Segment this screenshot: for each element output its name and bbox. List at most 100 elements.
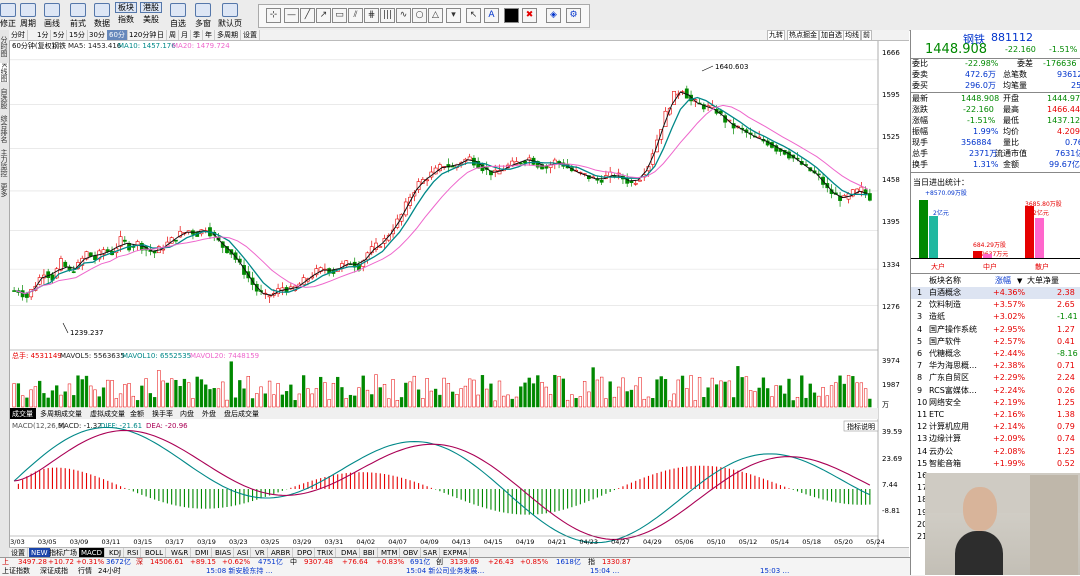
period-tab-8[interactable]: 周 bbox=[167, 30, 179, 40]
right-tab-0[interactable]: 九转 bbox=[767, 30, 785, 41]
ind-tab-20[interactable]: EXPMA bbox=[441, 548, 471, 558]
ray-icon[interactable]: ↗ bbox=[316, 8, 331, 23]
left-item-1[interactable]: K线图 bbox=[0, 63, 8, 82]
fibonacci-icon[interactable]: ||| bbox=[380, 8, 395, 23]
ind-tab-10[interactable]: ASI bbox=[235, 548, 252, 558]
board-row[interactable]: 13 边缘计算 +2.09% 0.74 bbox=[911, 433, 1080, 445]
ind-tab-14[interactable]: TRIX bbox=[315, 548, 336, 558]
cursor-icon[interactable]: ⊹ bbox=[266, 8, 281, 23]
right-tab-1[interactable]: 热点掘金 bbox=[787, 30, 819, 41]
news-item-1[interactable]: 15:04 新公司业务发展… bbox=[406, 567, 485, 575]
vol-tab-2[interactable]: 虚拟成交量 bbox=[90, 409, 125, 418]
rectangle-icon[interactable]: ▭ bbox=[332, 8, 347, 23]
wave-icon[interactable]: ∿ bbox=[396, 8, 411, 23]
toolbar-btn-4[interactable]: 数据 bbox=[92, 2, 112, 28]
text-icon[interactable]: A bbox=[484, 8, 499, 23]
status-tab-2[interactable]: 行情 bbox=[78, 567, 92, 575]
news-item-0[interactable]: 15:08 新安股东持 … bbox=[206, 567, 273, 575]
news-item-2[interactable]: 15:04 … bbox=[590, 567, 620, 575]
period-tab-2[interactable]: 5分 bbox=[51, 30, 68, 40]
ind-tab-6[interactable]: BOLL bbox=[143, 548, 166, 558]
board-row[interactable]: 12 计算机应用 +2.14% 0.79 bbox=[911, 421, 1080, 433]
period-tab-7[interactable]: 日 bbox=[155, 30, 167, 40]
board-header-net[interactable]: 大单净量 bbox=[1027, 276, 1059, 285]
select-icon[interactable]: ↖ bbox=[466, 8, 481, 23]
left-item-3[interactable]: 综合排名 bbox=[0, 114, 8, 143]
triangle-icon[interactable]: △ bbox=[428, 8, 443, 23]
vol-tab-3[interactable]: 金额 bbox=[130, 409, 144, 418]
toolbar-btn-0[interactable]: 修正 bbox=[0, 2, 16, 28]
vol-tab-5[interactable]: 内盘 bbox=[180, 409, 194, 418]
status-tab-3[interactable]: 24小时 bbox=[98, 567, 121, 575]
board-row[interactable]: 15 智能音箱 +1.99% 0.52 bbox=[911, 458, 1080, 470]
toolbar-btn-6[interactable]: 港股 美股 bbox=[140, 2, 162, 28]
board-row[interactable]: 2 饮料制造 +3.57% 2.65 bbox=[911, 299, 1080, 311]
vol-tab-7[interactable]: 盘后成交量 bbox=[224, 409, 259, 418]
vol-tab-0[interactable]: 成交量 bbox=[12, 409, 33, 418]
news-item-3[interactable]: 15:03 … bbox=[760, 567, 790, 575]
parallel-icon[interactable]: ⫽ bbox=[348, 8, 363, 23]
toolbar-btn-5[interactable]: 板块 指数 bbox=[115, 2, 137, 28]
ind-tab-5[interactable]: RSI bbox=[125, 548, 142, 558]
vol-tab-1[interactable]: 多周期成交量 bbox=[40, 409, 82, 418]
period-tab-5[interactable]: 60分 bbox=[107, 30, 128, 40]
delete-icon[interactable]: ✖ bbox=[522, 8, 537, 23]
toolbar-btn-8[interactable]: 多窗 bbox=[193, 2, 213, 28]
board-row[interactable]: 7 华为海思概… +2.38% 0.71 bbox=[911, 360, 1080, 372]
board-row[interactable]: 6 代糖概念 +2.44% -8.16 bbox=[911, 348, 1080, 360]
ind-tab-3[interactable]: MACD bbox=[79, 548, 105, 558]
ind-tab-15[interactable]: DMA bbox=[339, 548, 361, 558]
ind-tab-13[interactable]: DPO bbox=[295, 548, 316, 558]
ind-tab-12[interactable]: ARBR bbox=[269, 548, 294, 558]
period-tab-9[interactable]: 月 bbox=[179, 30, 191, 40]
board-row[interactable]: 5 国产软件 +2.57% 0.41 bbox=[911, 336, 1080, 348]
period-tab-11[interactable]: 年 bbox=[203, 30, 215, 40]
ind-tab-11[interactable]: VR bbox=[253, 548, 268, 558]
right-tab-2[interactable]: 加自选 bbox=[819, 30, 844, 41]
board-row[interactable]: 10 网络安全 +2.19% 1.25 bbox=[911, 397, 1080, 409]
period-tab-0[interactable]: 分时 bbox=[9, 30, 28, 40]
period-tab-3[interactable]: 15分 bbox=[67, 30, 88, 40]
color-picker-icon[interactable] bbox=[504, 8, 519, 23]
channel-icon[interactable]: ⋕ bbox=[364, 8, 379, 23]
board-row[interactable]: 11 ETC +2.16% 1.38 bbox=[911, 409, 1080, 421]
period-tab-12[interactable]: 多周期 bbox=[215, 30, 241, 40]
period-tab-4[interactable]: 30分 bbox=[87, 30, 108, 40]
ind-tab-19[interactable]: SAR bbox=[421, 548, 441, 558]
lock-icon[interactable]: ◈ bbox=[546, 8, 561, 23]
board-row[interactable]: 1 白酒概念 +4.36% 2.38 bbox=[911, 287, 1080, 299]
diagonal-line-icon[interactable]: ╱ bbox=[300, 8, 315, 23]
right-tab-3[interactable]: 均线 bbox=[843, 30, 861, 41]
indicator-help-button[interactable] bbox=[843, 420, 879, 432]
toolbar-btn-1[interactable]: 周期 bbox=[18, 2, 38, 28]
vol-tab-4[interactable]: 换手率 bbox=[152, 409, 173, 418]
board-header-pct[interactable]: 涨幅 bbox=[995, 276, 1011, 285]
toolbar-btn-3[interactable]: 前式 bbox=[68, 2, 88, 28]
left-item-5[interactable]: 更多 bbox=[0, 182, 8, 197]
board-header-name[interactable]: 板块名称 bbox=[929, 276, 961, 285]
period-tab-1[interactable]: 1分 bbox=[35, 30, 52, 40]
toolbar-btn-9[interactable]: 默认页 bbox=[217, 2, 243, 28]
status-tab-1[interactable]: 深证成指 bbox=[40, 567, 68, 575]
board-row[interactable]: 14 云办公 +2.08% 1.25 bbox=[911, 446, 1080, 458]
circle-icon[interactable]: ○ bbox=[412, 8, 427, 23]
ind-tab-8[interactable]: DMI bbox=[193, 548, 212, 558]
ind-tab-17[interactable]: MTM bbox=[379, 548, 401, 558]
period-tab-6[interactable]: 120分钟 bbox=[127, 30, 160, 40]
board-row[interactable]: 9 RCS富媒体… +2.24% 0.26 bbox=[911, 385, 1080, 397]
right-tab-4[interactable]: 前 bbox=[861, 30, 872, 41]
period-tab-13[interactable]: 设置 bbox=[241, 30, 260, 40]
chart-area[interactable]: 60分钟(复权) 钢铁 MA5: 1453.416 MA10: 1457.176… bbox=[10, 41, 910, 562]
ind-tab-1[interactable]: NEW bbox=[29, 548, 51, 558]
toolbar-btn-7[interactable]: 自选 bbox=[168, 2, 188, 28]
ind-tab-18[interactable]: OBV bbox=[401, 548, 421, 558]
ind-tab-7[interactable]: W&R bbox=[169, 548, 192, 558]
board-row[interactable]: 3 造纸 +3.02% -1.41 bbox=[911, 311, 1080, 323]
ind-tab-4[interactable]: KDJ bbox=[107, 548, 125, 558]
ind-tab-16[interactable]: BBI bbox=[361, 548, 378, 558]
line-icon[interactable]: — bbox=[284, 8, 299, 23]
period-tab-10[interactable]: 季 bbox=[191, 30, 203, 40]
ind-tab-9[interactable]: BIAS bbox=[213, 548, 235, 558]
left-item-2[interactable]: 自选股 bbox=[0, 87, 8, 109]
settings-icon[interactable]: ⚙ bbox=[566, 8, 581, 23]
